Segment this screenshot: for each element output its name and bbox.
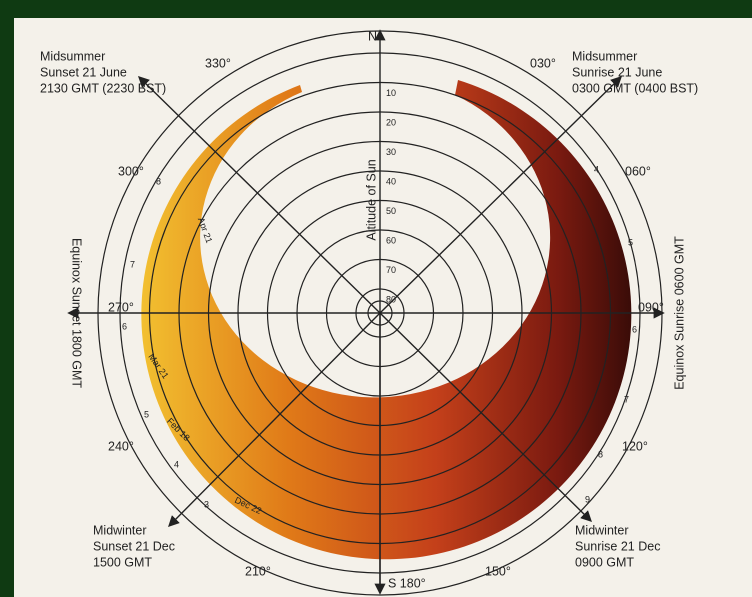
bearing-label: 150° bbox=[485, 564, 511, 578]
hour-label: 7 bbox=[130, 259, 135, 269]
ne-line bbox=[379, 76, 623, 314]
hour-label: 5 bbox=[628, 237, 633, 247]
hour-label: 7 bbox=[624, 394, 629, 404]
corner-note: 2130 GMT (2230 BST) bbox=[40, 81, 166, 95]
bearing-label: 330° bbox=[205, 56, 231, 70]
bearing-label: 240° bbox=[108, 439, 134, 453]
corner-note: Sunset 21 Dec bbox=[93, 539, 175, 553]
hour-label: 3 bbox=[204, 499, 209, 509]
sw-line bbox=[168, 312, 381, 527]
altitude-label: 60 bbox=[386, 235, 396, 245]
corner-note: 0900 GMT bbox=[575, 555, 634, 569]
corner-note: Sunrise 21 June bbox=[572, 65, 662, 79]
altitude-label: 80 bbox=[386, 294, 396, 304]
equinox-sunset: Equinox Sunset 1800 GMT bbox=[70, 238, 84, 388]
bearing-label: 060° bbox=[625, 164, 651, 178]
corner-note: Midsummer bbox=[40, 49, 105, 63]
hour-label: 5 bbox=[144, 409, 149, 419]
corner-note: Sunset 21 June bbox=[40, 65, 127, 79]
nw-line bbox=[137, 76, 381, 314]
bearing-label: 300° bbox=[118, 164, 144, 178]
altitude-label: 70 bbox=[386, 265, 396, 275]
bearing-label: 270° bbox=[108, 300, 134, 314]
corner-note: 0300 GMT (0400 BST) bbox=[572, 81, 698, 95]
corner-note: 1500 GMT bbox=[93, 555, 152, 569]
corner-note: Sunrise 21 Dec bbox=[575, 539, 660, 553]
hour-label: 8 bbox=[598, 449, 603, 459]
bearing-label: 210° bbox=[245, 564, 271, 578]
bearing-label: 030° bbox=[530, 56, 556, 70]
hour-label: 8 bbox=[156, 176, 161, 186]
hour-label: 9 bbox=[585, 494, 590, 504]
corner-note: Midwinter bbox=[93, 523, 147, 537]
hour-label: 6 bbox=[632, 324, 637, 334]
altitude-label: 40 bbox=[386, 176, 396, 186]
altitude-axis-label: Altitude of Sun bbox=[364, 159, 378, 240]
hour-label: 4 bbox=[594, 164, 599, 174]
altitude-label: 10 bbox=[386, 88, 396, 98]
equinox-sunrise: Equinox Sunrise 0600 GMT bbox=[672, 236, 686, 390]
corner-note: Midwinter bbox=[575, 523, 629, 537]
bearing-label: 120° bbox=[622, 439, 648, 453]
se-line bbox=[379, 312, 592, 522]
south-label: S 180° bbox=[388, 576, 426, 590]
altitude-label: 50 bbox=[386, 206, 396, 216]
corner-note: Midsummer bbox=[572, 49, 637, 63]
north-label: N bbox=[368, 29, 377, 43]
hour-label: 6 bbox=[122, 321, 127, 331]
bearing-label: 090° bbox=[638, 300, 664, 314]
altitude-label: 30 bbox=[386, 147, 396, 157]
altitude-label: 20 bbox=[386, 117, 396, 127]
hour-label: 4 bbox=[174, 459, 179, 469]
